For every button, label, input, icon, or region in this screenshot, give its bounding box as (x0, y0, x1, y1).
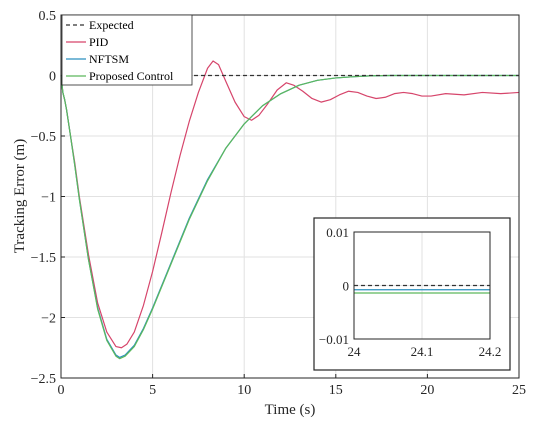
y-tick-label-0-5: 0.5 (39, 9, 57, 24)
legend-box (61, 14, 193, 86)
inset-series-group (354, 284, 490, 294)
inset-tick-labels: 24 24.1 24.2 0.01 0 −0.01 (319, 225, 501, 359)
legend: Expected PID NFTSM Proposed Control (61, 14, 193, 86)
y-tick-label-2-5: −2.5 (31, 372, 56, 387)
series-line-pid (60, 60, 520, 349)
y-tick-label-1-5: −1.5 (31, 251, 56, 266)
inset-outer-box (313, 217, 511, 371)
x-tick-label-20: 20 (420, 383, 434, 398)
inset-x-tick-label-24-1: 24.1 (411, 344, 434, 359)
legend-label-pid: PID (89, 35, 109, 49)
inset-plot-frame (353, 231, 491, 340)
y-tick-label-2: −2 (41, 312, 56, 327)
inset-x-tick-label-24: 24 (348, 344, 362, 359)
inset-y-tick-label-0-01: −0.01 (319, 332, 349, 347)
y-tick-label-0-5: −0.5 (31, 130, 56, 145)
main-series-group (60, 60, 520, 360)
inset-y-tick-label-0-01: 0.01 (326, 225, 349, 240)
legend-label-proposed: Proposed Control (89, 69, 174, 83)
x-tick-label-0: 0 (58, 383, 65, 398)
inset-y-tick-label-0: 0 (343, 279, 350, 294)
main-tick-labels: 0 5 10 15 20 25 0.5 0 −0.5 −1 −1.5 −2 −2.5 (31, 9, 526, 398)
legend-label-nftsm: NFTSM (89, 52, 129, 66)
inset-x-tick-label-24-2: 24.2 (479, 344, 502, 359)
legend-label-expected: Expected (89, 18, 134, 32)
x-tick-label-10: 10 (237, 383, 251, 398)
series-line-proposed-control (60, 74, 519, 360)
x-axis-title: Time (s) (265, 402, 316, 418)
y-tick-label-0: 0 (49, 70, 56, 85)
x-tick-label-5: 5 (149, 383, 156, 398)
y-axis-title: Tracking Error (m) (12, 139, 28, 253)
x-tick-label-15: 15 (329, 383, 343, 398)
x-tick-label-25: 25 (512, 383, 526, 398)
y-tick-label-1: −1 (41, 191, 56, 206)
inset-panel: 24 24.1 24.2 0.01 0 −0.01 (313, 217, 511, 371)
